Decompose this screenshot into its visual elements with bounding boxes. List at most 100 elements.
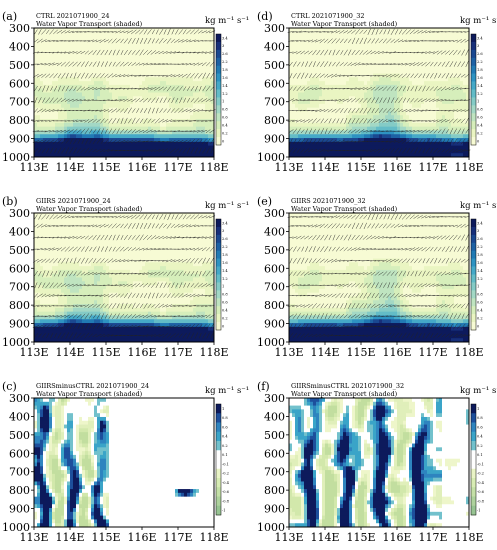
heatmap-cell bbox=[85, 126, 89, 131]
heatmap-cell bbox=[292, 103, 296, 109]
heatmap-cell bbox=[388, 145, 392, 150]
heatmap-cell bbox=[154, 103, 158, 109]
heatmap-cell bbox=[154, 115, 158, 120]
heatmap-cell bbox=[85, 35, 89, 40]
heatmap-cell bbox=[193, 134, 197, 139]
heatmap-cell bbox=[337, 43, 341, 48]
heatmap-cell bbox=[160, 141, 164, 147]
heatmap-cell bbox=[397, 46, 401, 52]
heatmap-cell bbox=[58, 54, 62, 59]
heatmap-cell bbox=[64, 28, 68, 33]
heatmap-cell bbox=[454, 81, 458, 86]
heatmap-cell bbox=[190, 88, 194, 93]
heatmap-cell bbox=[379, 103, 383, 109]
heatmap-cell bbox=[289, 77, 293, 82]
heatmap-cell bbox=[37, 115, 41, 120]
heatmap-cell bbox=[457, 81, 461, 86]
heatmap-cell bbox=[379, 122, 383, 128]
heatmap-cell bbox=[100, 145, 104, 150]
heatmap-cell bbox=[202, 103, 206, 109]
heatmap-cell bbox=[376, 58, 380, 63]
heatmap-cell bbox=[442, 115, 446, 120]
heatmap-cell bbox=[70, 92, 74, 97]
heatmap-cell bbox=[397, 81, 401, 86]
heatmap-cell bbox=[313, 81, 317, 86]
heatmap-cell bbox=[316, 65, 320, 71]
heatmap-cell bbox=[49, 81, 53, 86]
heatmap-cell bbox=[424, 134, 428, 139]
heatmap-cell bbox=[340, 145, 344, 150]
heatmap-cell bbox=[418, 115, 422, 120]
heatmap-cell bbox=[316, 62, 320, 67]
x-tick-label: 114E bbox=[55, 161, 84, 174]
heatmap-cell bbox=[172, 58, 176, 63]
heatmap-cell bbox=[208, 122, 212, 128]
heatmap-cell bbox=[202, 138, 206, 143]
heatmap-cell bbox=[94, 92, 98, 97]
heatmap-cell bbox=[448, 35, 452, 40]
heatmap-cell bbox=[337, 65, 341, 71]
heatmap-cell bbox=[199, 81, 203, 86]
heatmap-cell bbox=[118, 81, 122, 86]
heatmap-cell bbox=[163, 126, 167, 131]
heatmap-cell bbox=[343, 69, 347, 74]
heatmap-cell bbox=[346, 122, 350, 128]
heatmap-cell bbox=[325, 65, 329, 71]
colorbar-tick-label: 3.4 bbox=[222, 36, 228, 40]
y-tick-label: 500 bbox=[9, 59, 30, 72]
heatmap-cell bbox=[142, 65, 146, 71]
heatmap-cell bbox=[43, 77, 47, 82]
heatmap-cell bbox=[289, 88, 293, 93]
heatmap-cell bbox=[208, 35, 212, 40]
heatmap-cell bbox=[112, 141, 116, 147]
heatmap-cell bbox=[325, 122, 329, 128]
heatmap-cell bbox=[133, 100, 137, 105]
heatmap-cell bbox=[358, 54, 362, 59]
heatmap-cell bbox=[382, 88, 386, 93]
heatmap-cell bbox=[124, 111, 128, 116]
heatmap-cell bbox=[307, 100, 311, 105]
heatmap-cell bbox=[178, 65, 182, 71]
heatmap-cell bbox=[157, 65, 161, 71]
heatmap-cell bbox=[310, 92, 314, 97]
heatmap-cell bbox=[136, 81, 140, 86]
heatmap-cell bbox=[415, 35, 419, 40]
heatmap-cell bbox=[133, 92, 137, 97]
heatmap-cell bbox=[175, 46, 179, 52]
colorbar-tick-label: 0.4 bbox=[222, 123, 228, 127]
heatmap-cell bbox=[370, 111, 374, 116]
heatmap-cell bbox=[292, 54, 296, 59]
heatmap-cell bbox=[193, 69, 197, 74]
heatmap-cell bbox=[331, 103, 335, 109]
heatmap-cell bbox=[307, 81, 311, 86]
heatmap-cell bbox=[301, 31, 305, 36]
heatmap-cell bbox=[67, 69, 71, 74]
heatmap-cell bbox=[133, 81, 137, 86]
heatmap-cell bbox=[448, 103, 452, 109]
heatmap-cell bbox=[193, 141, 197, 147]
heatmap-cell bbox=[196, 111, 200, 116]
heatmap-cell bbox=[172, 122, 176, 128]
heatmap-cell bbox=[37, 43, 41, 48]
heatmap-cell bbox=[145, 145, 149, 150]
heatmap-cell bbox=[175, 54, 179, 59]
heatmap-cell bbox=[328, 100, 332, 105]
heatmap-cell bbox=[298, 35, 302, 40]
heatmap-cell bbox=[328, 65, 332, 71]
heatmap-cell bbox=[46, 100, 50, 105]
heatmap-cell bbox=[163, 115, 167, 120]
heatmap-cell bbox=[295, 107, 299, 112]
heatmap-cell bbox=[325, 138, 329, 143]
heatmap-cell bbox=[421, 65, 425, 71]
heatmap-cell bbox=[460, 43, 464, 48]
heatmap-cell bbox=[337, 134, 341, 139]
heatmap-cell bbox=[139, 88, 143, 93]
heatmap-cell bbox=[49, 126, 53, 131]
heatmap-cell bbox=[307, 39, 311, 44]
heatmap-cell bbox=[76, 35, 80, 40]
heatmap-cell bbox=[289, 84, 293, 90]
heatmap-cell bbox=[97, 122, 101, 128]
heatmap-cell bbox=[55, 115, 59, 120]
heatmap-cell bbox=[400, 77, 404, 82]
heatmap-cell bbox=[88, 31, 92, 36]
